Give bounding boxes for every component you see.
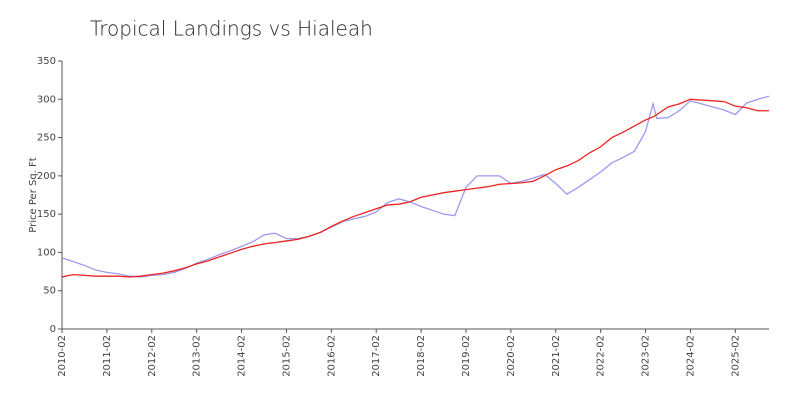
line-series xyxy=(61,95,770,278)
x-tick-label: 2015-02 xyxy=(281,335,292,377)
x-tick-label: 2010-02 xyxy=(57,335,68,377)
x-tick-label: 2014-02 xyxy=(237,335,248,377)
y-tick-label: 50 xyxy=(43,286,56,297)
y-tick-label: 100 xyxy=(37,247,56,258)
x-tick-label: 2023-02 xyxy=(641,335,652,377)
x-tick-label: 2018-02 xyxy=(416,335,427,377)
y-tick-label: 200 xyxy=(37,171,56,182)
x-tick-label: 2019-02 xyxy=(461,335,472,377)
y-tick-label: 0 xyxy=(50,324,56,335)
y-tick-label: 150 xyxy=(37,209,56,220)
x-tick-label: 2021-02 xyxy=(551,335,562,377)
x-tick-label: 2013-02 xyxy=(192,335,203,377)
x-tick-label: 2012-02 xyxy=(147,335,158,377)
y-tick-label: 300 xyxy=(37,94,56,105)
x-tick-label: 2024-02 xyxy=(685,335,696,377)
x-tick-label: 2011-02 xyxy=(102,335,113,377)
x-tick-label: 2016-02 xyxy=(326,335,337,377)
chart-title: Tropical Landings vs Hialeah xyxy=(90,17,373,41)
line-series xyxy=(61,98,769,278)
x-tick-label: 2025-02 xyxy=(730,335,741,377)
y-tick-label: 350 xyxy=(37,56,56,67)
x-tick-label: 2022-02 xyxy=(596,335,607,377)
x-tick-label: 2017-02 xyxy=(371,335,382,377)
y-tick-label: 250 xyxy=(37,133,56,144)
y-axis-label: Price Per Sq. Ft xyxy=(28,157,39,232)
x-tick-label: 2020-02 xyxy=(506,335,517,377)
